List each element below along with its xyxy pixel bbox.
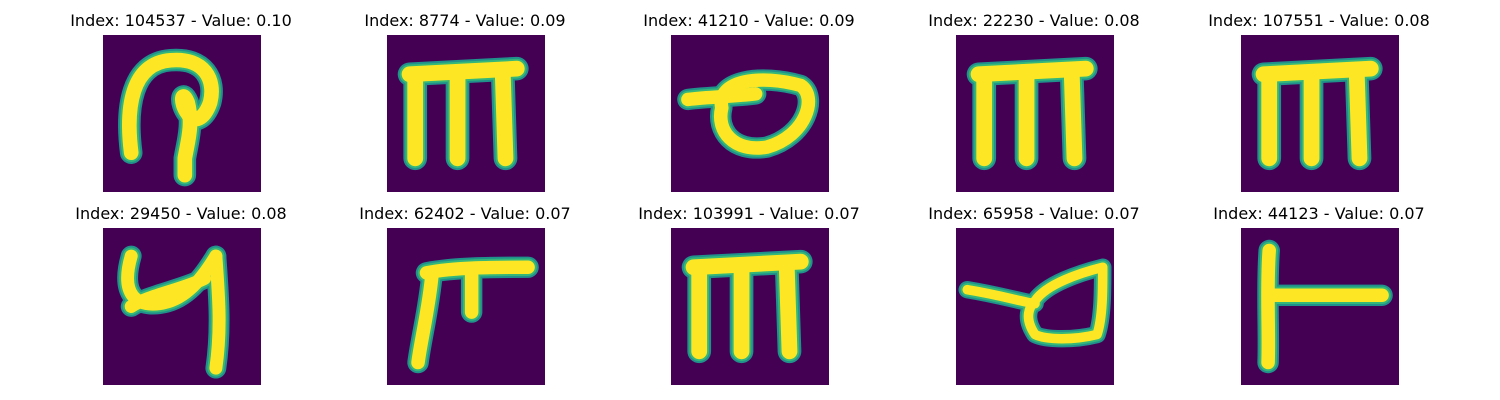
panel-title: Index: 107551 - Value: 0.08 — [1208, 11, 1430, 30]
glyph-stroke-core — [124, 272, 212, 313]
panel-title: Index: 44123 - Value: 0.07 — [1213, 204, 1425, 223]
glyph-image — [956, 35, 1114, 192]
glyph-image — [103, 35, 261, 192]
grid-panel: Index: 29450 - Value: 0.08 — [31, 193, 331, 385]
glyph-image — [387, 228, 545, 385]
grid-panel: Index: 104537 - Value: 0.10 — [31, 0, 331, 192]
grid-panel: Index: 22230 - Value: 0.08 — [884, 0, 1184, 192]
glyph-svg — [103, 35, 261, 192]
grid-panel: Index: 62402 - Value: 0.07 — [315, 193, 615, 385]
grid-panel: Index: 65958 - Value: 0.07 — [884, 193, 1184, 385]
grid-panel: Index: 103991 - Value: 0.07 — [599, 193, 899, 385]
panel-title: Index: 104537 - Value: 0.10 — [70, 11, 292, 30]
glyph-stroke-core — [122, 52, 219, 183]
panel-title: Index: 62402 - Value: 0.07 — [359, 204, 571, 223]
glyph-svg — [1241, 228, 1399, 385]
glyph-image — [671, 228, 829, 385]
glyph-svg — [387, 35, 545, 192]
grid-panel: Index: 44123 - Value: 0.07 — [1169, 193, 1469, 385]
glyph-svg — [103, 228, 261, 385]
glyph-image — [956, 228, 1114, 385]
glyph-svg — [1241, 35, 1399, 192]
glyph-svg — [387, 228, 545, 385]
glyph-stroke-core — [1023, 262, 1108, 344]
glyph-stroke-core — [209, 249, 226, 375]
glyph-stroke-core — [1348, 63, 1368, 167]
panel-title: Index: 41210 - Value: 0.09 — [643, 11, 855, 30]
glyph-svg — [671, 35, 829, 192]
glyph-stroke-core — [411, 266, 439, 370]
panel-title: Index: 29450 - Value: 0.08 — [75, 204, 287, 223]
glyph-image — [671, 35, 829, 192]
glyph-svg — [956, 35, 1114, 192]
glyph-svg — [671, 228, 829, 385]
glyph-stroke-core — [1261, 243, 1276, 370]
glyph-stroke-core — [713, 73, 816, 155]
panel-title: Index: 22230 - Value: 0.08 — [928, 11, 1140, 30]
panel-title: Index: 103991 - Value: 0.07 — [638, 204, 860, 223]
glyph-stroke-core — [1063, 63, 1083, 167]
grid-panel: Index: 107551 - Value: 0.08 — [1169, 0, 1469, 192]
grid-panel: Index: 8774 - Value: 0.09 — [315, 0, 615, 192]
glyph-image — [103, 228, 261, 385]
glyph-stroke-core — [778, 256, 798, 360]
glyph-stroke-core — [494, 63, 514, 167]
grid-panel: Index: 41210 - Value: 0.09 — [599, 0, 899, 192]
glyph-image — [387, 35, 545, 192]
panel-title: Index: 8774 - Value: 0.09 — [364, 11, 566, 30]
glyph-image — [1241, 35, 1399, 192]
glyph-svg — [956, 228, 1114, 385]
glyph-image — [1241, 228, 1399, 385]
panel-title: Index: 65958 - Value: 0.07 — [928, 204, 1140, 223]
